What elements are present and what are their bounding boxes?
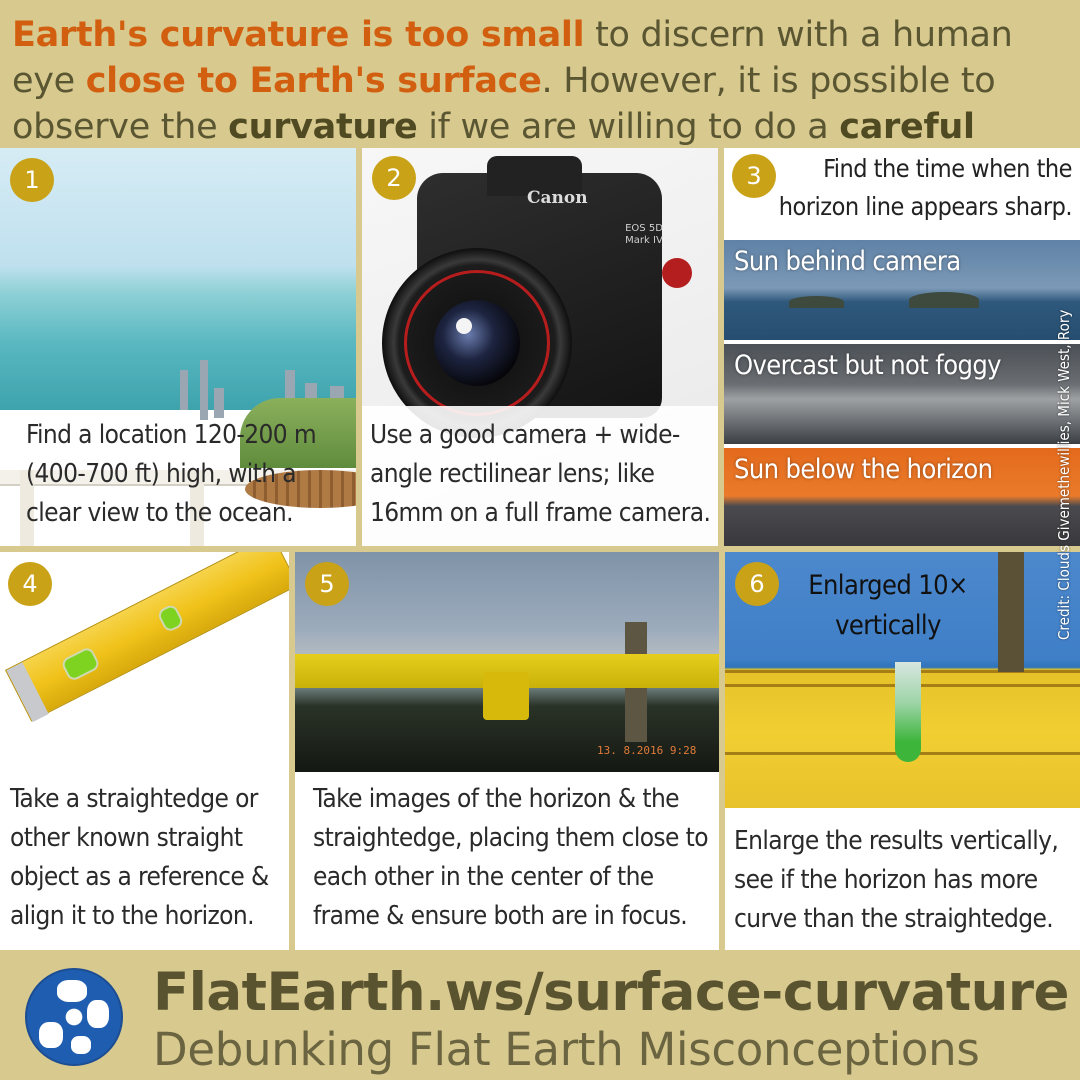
condition-label-2: Overcast but not foggy: [734, 350, 1002, 381]
island: [909, 292, 979, 308]
header-text-4: . However, it is possible to observe the: [12, 61, 996, 147]
city-building: [214, 388, 224, 418]
step-2-panel: Canon EOS 5D Mark IV 2 Use a good camera…: [362, 148, 718, 546]
coastline-vegetation: [240, 398, 356, 468]
condition-label-3: Sun below the horizon: [734, 454, 993, 485]
continent-shape: [87, 1000, 109, 1028]
header-highlight-1: Earth's curvature is too small: [12, 15, 585, 55]
city-building: [180, 370, 188, 410]
header-highlight-2: close to Earth's surface: [85, 61, 542, 101]
flat-earth-globe-logo: [25, 968, 123, 1066]
continent-shape: [71, 1036, 91, 1054]
step-1-panel: 1 Find a location 120-200 m (400-700 ft)…: [0, 148, 356, 546]
city-building: [200, 360, 208, 420]
step-2-caption: Use a good camera + wide-angle rectiline…: [370, 420, 711, 528]
step-number-badge: 6: [735, 562, 779, 606]
city-building: [285, 370, 295, 420]
balcony-table: [245, 470, 356, 508]
camera-brand-label: Canon: [527, 188, 588, 208]
step-5-panel: 13. 8.2016 9:28 5 Take images of the hor…: [295, 552, 719, 950]
level-bubble-vial: [895, 662, 921, 762]
site-tagline: Debunking Flat Earth Misconceptions: [153, 1023, 980, 1076]
condition-label-1: Sun behind camera: [734, 246, 961, 277]
step-4-panel: 4 Take a straightedge or other known str…: [0, 552, 289, 950]
step-1-caption: Find a location 120-200 m (400-700 ft) h…: [26, 420, 317, 528]
site-url-link[interactable]: FlatEarth.ws/surface-curvature: [153, 962, 1070, 1023]
step-5-caption: Take images of the horizon & the straigh…: [313, 784, 709, 931]
header-text: Earth's curvature is too small to discer…: [0, 0, 1080, 193]
level-bubble-vial: [156, 602, 185, 634]
caption-backdrop: [362, 406, 718, 546]
island: [789, 296, 844, 308]
step-number-badge: 3: [732, 154, 776, 198]
sun-behind-camera-photo: Sun behind camera: [724, 240, 1080, 340]
header-text-6: if we are willing to do a: [417, 107, 840, 147]
railing-post: [20, 470, 34, 546]
lens-reflection: [456, 318, 472, 334]
step-3-caption: Find the time when the horizon line appe…: [778, 154, 1073, 221]
camera-prism: [487, 156, 582, 196]
step-number-badge: 5: [305, 562, 349, 606]
fence-post: [998, 552, 1024, 672]
enlarged-label: Enlarged 10× vertically: [808, 570, 968, 641]
continent-shape: [39, 1022, 63, 1048]
ocean-view-photo: [0, 148, 356, 410]
sun-below-horizon-photo: Sun below the horizon: [724, 448, 1080, 546]
step-6-caption: Enlarge the results vertically, see if t…: [734, 826, 1059, 934]
footer: FlatEarth.ws/surface-curvature Debunking…: [0, 950, 1080, 1080]
continent-shape: [57, 980, 87, 1002]
step-number-badge: 1: [10, 158, 54, 202]
step-number-badge: 4: [8, 562, 52, 606]
step-4-caption: Take a straightedge or other known strai…: [10, 784, 269, 931]
lens-glass: [434, 300, 520, 386]
header-bold-curvature: curvature: [228, 107, 418, 147]
photo-credit: Credit: Clouds Givemethewillies, Mick We…: [1055, 309, 1073, 640]
step-6-panel: Enlarged 10× vertically 6 Enlarge the re…: [725, 552, 1080, 950]
level-on-tripod: [483, 672, 529, 720]
camera-model-label: EOS 5D Mark IV: [625, 223, 663, 246]
step-number-badge: 2: [372, 156, 416, 200]
camera-strap-lug: [662, 258, 692, 288]
railing-post: [190, 470, 204, 546]
header-text-2: to discern with a human eye: [12, 15, 1013, 101]
level-bubble-vial: [59, 645, 102, 683]
photo-timestamp: 13. 8.2016 9:28: [597, 744, 697, 757]
level-end-cap: [6, 662, 49, 723]
step-3-panel: 3 Find the time when the horizon line ap…: [724, 148, 1080, 546]
overcast-photo: Overcast but not foggy: [724, 344, 1080, 444]
